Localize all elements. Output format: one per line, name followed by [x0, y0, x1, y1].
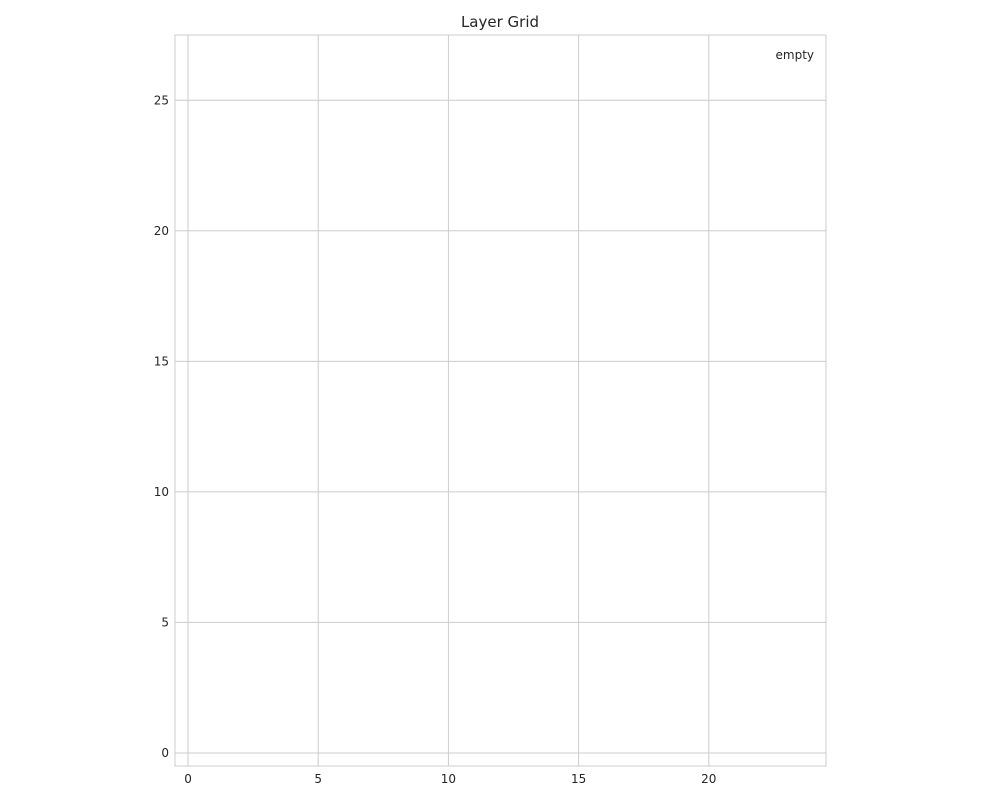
grid-lines — [175, 35, 826, 766]
x-tick-label: 10 — [441, 772, 456, 786]
y-tick-label: 25 — [154, 93, 169, 107]
y-tick-label: 5 — [161, 615, 169, 629]
x-axis-ticks: 0 5 10 15 20 — [184, 772, 716, 786]
y-tick-label: 15 — [154, 354, 169, 368]
x-tick-label: 5 — [314, 772, 322, 786]
y-tick-label: 10 — [154, 485, 169, 499]
x-tick-label: 0 — [184, 772, 192, 786]
legend: empty — [776, 48, 815, 62]
chart-title: Layer Grid — [461, 13, 539, 31]
y-tick-label: 0 — [161, 746, 169, 760]
y-tick-label: 20 — [154, 224, 169, 238]
plot-frame — [174, 34, 827, 767]
x-tick-label: 20 — [701, 772, 716, 786]
y-axis-ticks: 0 5 10 15 20 25 — [154, 93, 169, 760]
plot-area — [175, 35, 826, 766]
legend-entry-empty: empty — [776, 48, 815, 62]
x-tick-label: 15 — [571, 772, 586, 786]
